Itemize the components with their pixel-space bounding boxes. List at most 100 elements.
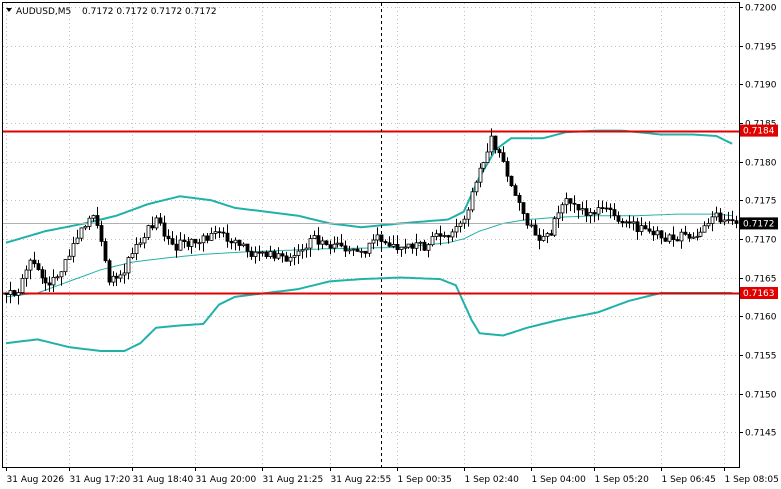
candle [612,203,617,220]
x-tick-label: 1 Sep 06:45 [662,475,716,485]
candle-body-down [718,212,723,223]
candle [533,219,538,236]
candle [126,256,131,280]
chart-header: AUDUSD,M5 0.7172 0.7172 0.7172 0.7172 [6,7,217,17]
candle [588,208,593,224]
candle [375,227,380,247]
candle-body-up [639,225,644,232]
dropdown-triangle-icon[interactable] [6,8,12,12]
support-price-label-text: 0.7163 [743,289,775,299]
candle-body-up [529,224,534,227]
candle [213,225,218,239]
candle-body-up [253,251,258,257]
y-tick-label: 0.7180 [745,159,777,169]
candle-body-up [130,253,135,258]
candle [387,236,392,248]
candle [107,258,112,286]
candle [95,206,100,229]
y-tick-label: 0.7170 [745,236,777,246]
candle [292,247,297,266]
candle-body-up [631,221,636,224]
candle-body-up [241,243,246,247]
candle [367,242,372,257]
candle [485,143,490,164]
candle [24,265,29,287]
candle [647,221,652,234]
candle [32,251,37,268]
candle [288,253,293,266]
candle-body-down [612,209,617,217]
candle-body-up [351,248,356,251]
candle-body-down [257,251,262,254]
candle [253,246,258,264]
candle [572,195,577,213]
time-axis[interactable]: 31 Aug 2026 31 Aug 17:20 31 Aug 18:40 31 Au… [6,467,779,485]
candle-body-up [300,249,305,252]
y-tick-label: 0.7185 [745,120,777,130]
candle-body-up [588,212,593,216]
candle-body-up [722,219,727,223]
candle [730,210,735,225]
candle-body-down [584,208,589,216]
candle [170,231,175,246]
candle [383,239,388,245]
candle-body-down [549,233,554,236]
candle-body-down [225,232,230,242]
candle [474,180,479,196]
candle [99,220,104,247]
candle-body-up [414,242,419,249]
candle-body-down [620,220,625,224]
candle-body-up [552,218,557,236]
y-tick-label: 0.7165 [745,275,777,285]
candle-body-down [316,235,321,245]
candle-body-down [328,244,333,249]
candle [217,227,222,239]
candle [138,237,143,248]
candle [118,270,123,283]
candle-body-up [667,234,672,242]
candle [517,192,522,211]
candle [596,200,601,221]
candle-body-down [604,207,609,210]
candle-body-down [107,260,112,283]
candle-body-down [363,250,368,254]
x-tick-label: 1 Sep 05:20 [595,475,650,485]
candle [481,161,486,173]
candle-body-up [541,235,546,241]
candle [564,192,569,214]
candle-body-down [533,224,538,236]
candle [363,250,368,258]
candle [91,214,96,222]
candle [406,243,411,249]
candle-body-up [371,239,376,244]
candle [655,226,660,240]
candle [339,234,344,248]
candle-body-down [647,228,652,232]
candle [221,227,226,238]
candle [478,163,483,188]
price-axis[interactable]: 0.71450.71500.71550.71600.71650.71700.71… [739,4,777,439]
candle [122,263,127,284]
candle [245,243,250,258]
candle [63,259,68,276]
candle-body-down [150,225,155,229]
candle-body-up [87,217,92,227]
candle [722,214,727,226]
candle-body-up [51,276,56,286]
candle-body-up [146,225,151,238]
candle-body-up [580,208,585,211]
candle-body-up [304,247,309,251]
candle [20,274,25,295]
candle [627,215,632,229]
candle-body-up [189,238,194,247]
candle [560,202,565,221]
candle-body-down [683,231,688,235]
candle-body-down [509,175,514,187]
candle [371,234,376,250]
candle [154,215,159,231]
candle [450,228,455,242]
candle-body-down [616,215,621,222]
candle [687,232,692,242]
candle [399,246,404,257]
